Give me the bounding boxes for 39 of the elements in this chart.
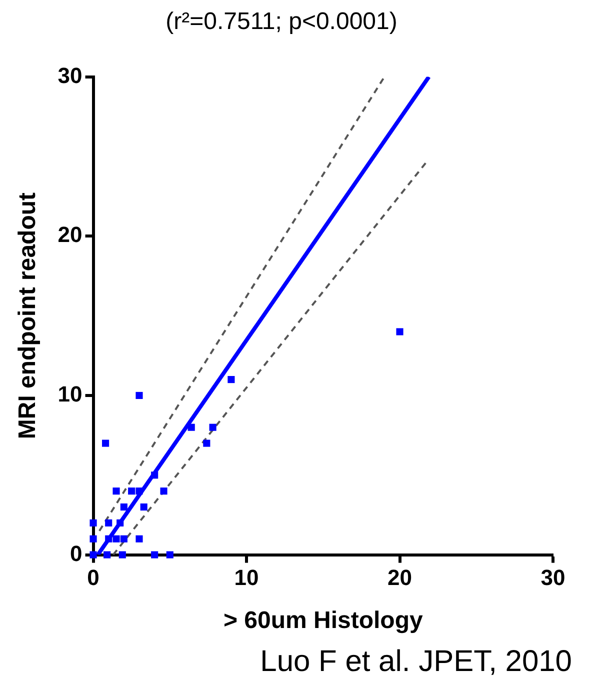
point: [104, 551, 111, 558]
point: [140, 503, 148, 511]
point: [120, 535, 128, 542]
y-tick-label: 0: [70, 540, 82, 566]
point: [120, 503, 128, 511]
point: [90, 535, 97, 542]
point: [396, 328, 404, 336]
point: [209, 424, 216, 431]
x-tick-label: 10: [234, 565, 259, 590]
y-axis-title: MRI endpoint readout: [14, 192, 42, 440]
point: [188, 424, 195, 431]
y-tick-label: 10: [58, 382, 82, 407]
point: [151, 472, 158, 479]
point: [128, 488, 136, 495]
point: [118, 551, 126, 558]
point: [228, 376, 235, 384]
point: [166, 551, 174, 558]
point: [136, 488, 143, 495]
point: [151, 551, 158, 558]
y-tick-label: 20: [58, 222, 82, 248]
chart-title: (r²=0.7511; p<0.0001): [166, 8, 398, 36]
text: Luo F et al. JPET, 2010: [260, 645, 572, 679]
point: [112, 535, 120, 542]
point: [136, 535, 143, 542]
point: [105, 519, 112, 526]
point: [160, 488, 168, 495]
point: [90, 551, 97, 558]
x-tick-label: 0: [87, 565, 100, 590]
y-tick-label: 30: [58, 62, 82, 88]
point: [102, 440, 110, 447]
point: [203, 440, 210, 447]
point: [90, 519, 97, 526]
x-axis-title: > 60um Histology: [223, 607, 424, 634]
point: [112, 488, 120, 495]
point: [116, 519, 124, 526]
point: [136, 392, 143, 399]
x-tick-label: 20: [388, 565, 412, 590]
x-tick-label: 30: [540, 565, 566, 590]
point: [105, 535, 112, 542]
